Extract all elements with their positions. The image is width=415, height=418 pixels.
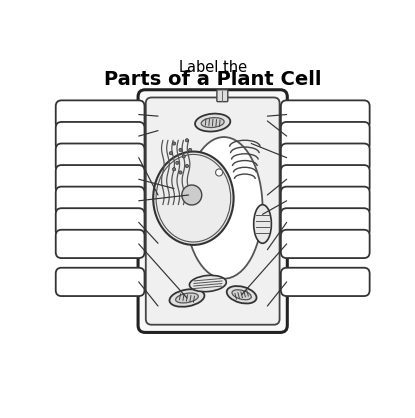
- Ellipse shape: [186, 139, 188, 142]
- FancyBboxPatch shape: [56, 208, 144, 237]
- FancyBboxPatch shape: [281, 208, 370, 237]
- Ellipse shape: [254, 205, 271, 243]
- FancyBboxPatch shape: [56, 143, 144, 172]
- FancyBboxPatch shape: [281, 143, 370, 172]
- Ellipse shape: [201, 117, 224, 127]
- Ellipse shape: [182, 155, 186, 158]
- Ellipse shape: [179, 171, 182, 174]
- Ellipse shape: [182, 185, 202, 205]
- Ellipse shape: [176, 293, 198, 303]
- FancyBboxPatch shape: [47, 44, 378, 379]
- FancyBboxPatch shape: [281, 268, 370, 296]
- FancyBboxPatch shape: [56, 100, 144, 129]
- Text: Label the: Label the: [178, 60, 247, 75]
- FancyBboxPatch shape: [146, 97, 280, 325]
- Ellipse shape: [232, 290, 251, 300]
- Ellipse shape: [176, 161, 179, 164]
- Ellipse shape: [188, 148, 192, 152]
- FancyBboxPatch shape: [56, 230, 144, 258]
- FancyBboxPatch shape: [281, 122, 370, 150]
- FancyBboxPatch shape: [281, 186, 370, 215]
- FancyBboxPatch shape: [56, 122, 144, 150]
- FancyBboxPatch shape: [56, 165, 144, 194]
- Ellipse shape: [186, 164, 188, 168]
- Ellipse shape: [156, 154, 231, 242]
- FancyBboxPatch shape: [56, 268, 144, 296]
- Ellipse shape: [173, 168, 176, 171]
- Ellipse shape: [189, 275, 226, 292]
- Ellipse shape: [169, 152, 173, 155]
- Ellipse shape: [215, 169, 223, 176]
- FancyBboxPatch shape: [281, 230, 370, 258]
- Ellipse shape: [153, 152, 234, 245]
- Ellipse shape: [169, 289, 205, 307]
- Ellipse shape: [186, 137, 263, 279]
- FancyBboxPatch shape: [217, 90, 228, 102]
- Ellipse shape: [195, 114, 230, 132]
- FancyBboxPatch shape: [138, 90, 287, 332]
- Ellipse shape: [227, 286, 256, 303]
- FancyBboxPatch shape: [281, 165, 370, 194]
- Ellipse shape: [173, 142, 176, 145]
- FancyBboxPatch shape: [281, 100, 370, 129]
- Ellipse shape: [179, 148, 182, 152]
- FancyBboxPatch shape: [56, 186, 144, 215]
- Text: Parts of a Plant Cell: Parts of a Plant Cell: [104, 70, 322, 89]
